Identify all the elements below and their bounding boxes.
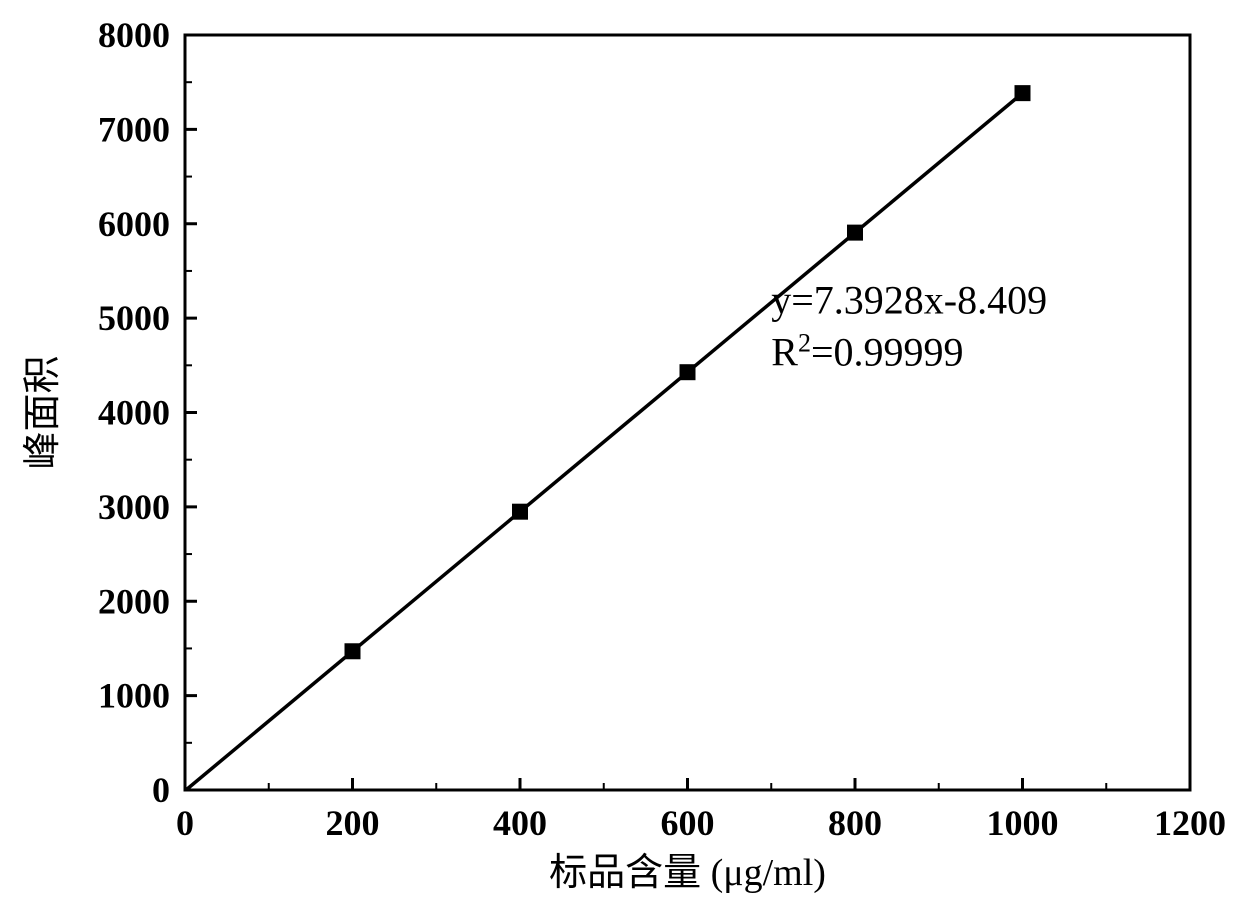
x-tick-label: 0 [176,803,194,843]
x-tick-label: 400 [493,803,547,843]
plot-border [185,35,1190,790]
regression-line [186,93,1023,790]
y-tick-label: 2000 [98,581,170,621]
y-tick-label: 0 [152,770,170,810]
x-tick-label: 1200 [1154,803,1226,843]
y-tick-label: 3000 [98,487,170,527]
data-marker [1015,85,1031,101]
y-tick-label: 1000 [98,676,170,716]
chart-svg: 0 200 400 600 800 1000 1200 0 1000 2000 3000 4000 50… [0,0,1240,910]
data-marker [847,225,863,241]
y-tick-label: 4000 [98,393,170,433]
r-squared-text: R2=0.99999 [771,328,963,375]
x-axis-label: 标品含量 (μg/ml) [549,852,826,894]
x-tick-label: 200 [326,803,380,843]
y-tick-label: 5000 [98,298,170,338]
y-tick-label: 7000 [98,109,170,149]
x-tick-label: 800 [828,803,882,843]
x-tick-label: 600 [661,803,715,843]
y-tick-label: 8000 [98,15,170,55]
r2-rest: =0.99999 [811,329,964,374]
x-tick-label: 1000 [987,803,1059,843]
r2-sup: 2 [798,328,811,357]
y-axis-label: 峰面积 [22,355,64,469]
data-marker [680,364,696,380]
calibration-chart: 0 200 400 600 800 1000 1200 0 1000 2000 3000 4000 50… [0,0,1240,910]
equation-text: y=7.3928x-8.409 [771,277,1047,322]
r2-prefix: R [771,329,798,374]
y-tick-label: 6000 [98,204,170,244]
data-marker [512,504,528,520]
data-marker [345,643,361,659]
